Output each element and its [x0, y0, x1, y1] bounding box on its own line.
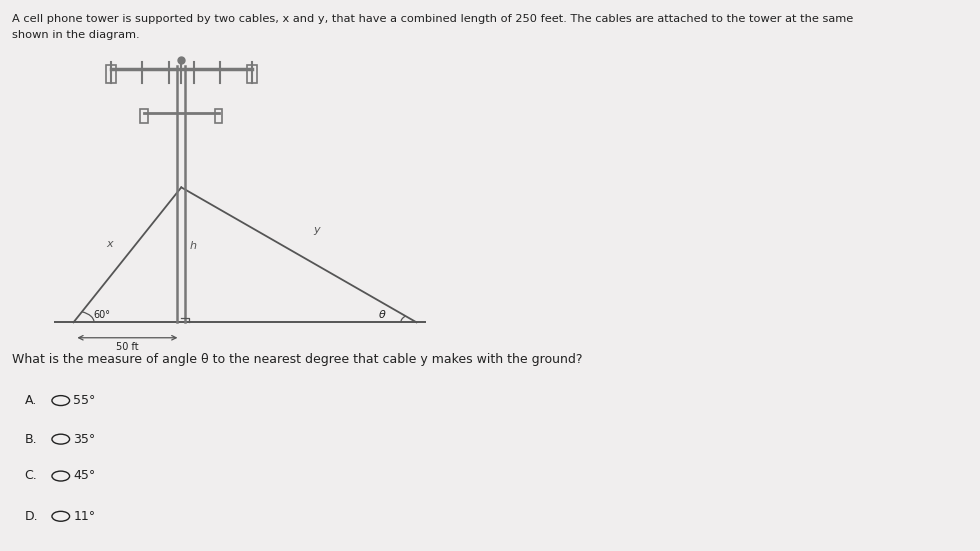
Text: 50 ft: 50 ft	[116, 342, 139, 352]
Text: θ: θ	[379, 310, 386, 321]
Text: 11°: 11°	[74, 510, 96, 523]
Bar	[247, 65, 257, 83]
Text: h: h	[189, 241, 196, 251]
Bar	[106, 65, 116, 83]
Bar	[215, 109, 222, 123]
Text: 60°: 60°	[93, 310, 110, 320]
Text: A cell phone tower is supported by two cables, x and y, that have a combined len: A cell phone tower is supported by two c…	[12, 14, 853, 24]
Text: x: x	[106, 239, 113, 249]
Text: A.: A.	[24, 394, 37, 407]
Bar	[140, 109, 148, 123]
Text: 55°: 55°	[74, 394, 96, 407]
Text: y: y	[314, 225, 320, 235]
Text: 35°: 35°	[74, 433, 96, 446]
Text: What is the measure of angle θ to the nearest degree that cable y makes with the: What is the measure of angle θ to the ne…	[12, 353, 582, 366]
Text: C.: C.	[24, 469, 37, 483]
Text: D.: D.	[24, 510, 38, 523]
Text: 45°: 45°	[74, 469, 96, 483]
Text: shown in the diagram.: shown in the diagram.	[12, 30, 139, 40]
Text: B.: B.	[24, 433, 37, 446]
